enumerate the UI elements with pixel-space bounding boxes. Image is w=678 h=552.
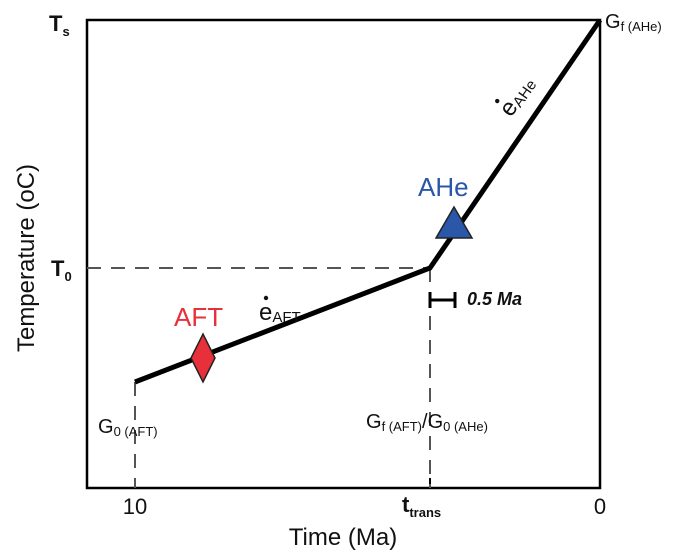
rate-aft-label: eAFT [259,299,301,326]
t0-tick-label: T0 [51,256,72,284]
plot-frame [85,18,602,490]
x-tick-ten-label: 10 [123,494,147,519]
thermal-path [134,18,603,385]
rate-aft-dot [263,295,269,301]
rate-ahe-dot [495,98,500,104]
ahe-label: AHe [418,172,469,202]
x-tick-zero-label: 0 [594,494,606,519]
transition-label: Gf (AFT)/G0 (AHe) [366,411,488,434]
ts-tick-label: Ts [49,11,70,39]
x-axis-label: Time (Ma) [289,524,397,551]
ahe-triangle-marker [434,205,474,239]
gf-ahe-label: Gf (AHe) [605,11,662,34]
g0-aft-label: G0 (AFT) [98,416,158,439]
aft-label: AFT [174,302,223,332]
y-axis-label: Temperature (oC) [13,164,40,352]
x-tick-ttrans-label: ttrans [402,492,441,520]
bracket-label: 0.5 Ma [467,289,522,309]
aft-diamond-marker [190,332,216,384]
